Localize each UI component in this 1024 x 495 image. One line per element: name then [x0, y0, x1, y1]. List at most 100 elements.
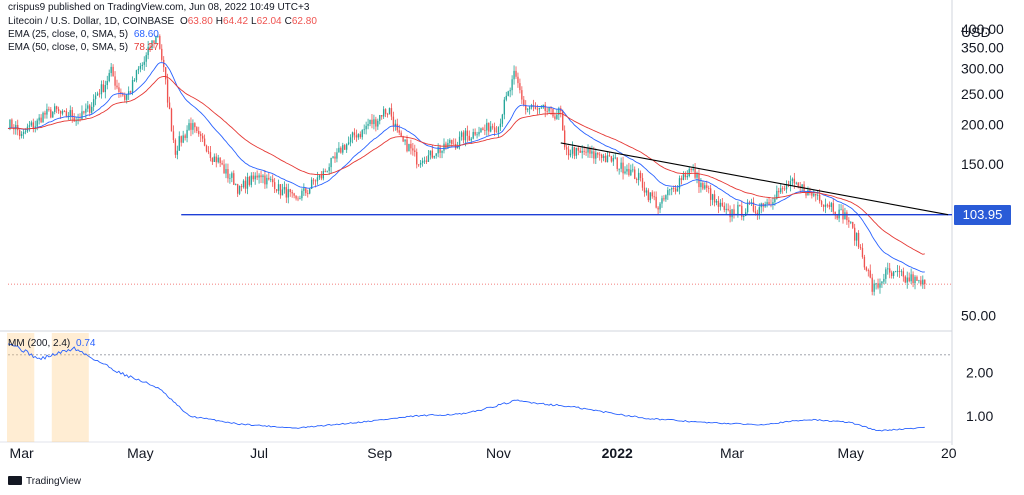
- candle-body[interactable]: [676, 188, 679, 192]
- candle-body[interactable]: [120, 91, 122, 94]
- candle-body[interactable]: [634, 169, 636, 179]
- candle-body[interactable]: [636, 178, 638, 181]
- candle-body[interactable]: [665, 195, 667, 200]
- candle-body[interactable]: [129, 91, 132, 93]
- candle-body[interactable]: [785, 184, 788, 190]
- candle-body[interactable]: [599, 154, 601, 156]
- candle-body[interactable]: [340, 147, 342, 153]
- candle-body[interactable]: [355, 135, 358, 138]
- candle-body[interactable]: [684, 174, 687, 178]
- candle-body[interactable]: [225, 169, 227, 174]
- candle-body[interactable]: [293, 193, 295, 196]
- candle-body[interactable]: [85, 108, 87, 113]
- candle-body[interactable]: [32, 122, 34, 129]
- mm-indicator-line[interactable]: [7, 343, 925, 432]
- candle-body[interactable]: [73, 117, 75, 122]
- candle-body[interactable]: [657, 207, 659, 210]
- candle-body[interactable]: [499, 123, 502, 128]
- candle-body[interactable]: [116, 85, 118, 88]
- candle-body[interactable]: [486, 122, 488, 131]
- candle-body[interactable]: [863, 256, 866, 268]
- candle-body[interactable]: [192, 123, 194, 130]
- candle-body[interactable]: [721, 202, 724, 206]
- candle-body[interactable]: [231, 173, 233, 178]
- candle-body[interactable]: [242, 180, 245, 188]
- candle-body[interactable]: [22, 131, 25, 134]
- candle-body[interactable]: [141, 64, 143, 66]
- candle-body[interactable]: [168, 102, 171, 109]
- candle-body[interactable]: [414, 150, 416, 152]
- candle-body[interactable]: [696, 173, 698, 178]
- candle-body[interactable]: [581, 150, 583, 153]
- candle-body[interactable]: [737, 204, 739, 214]
- candle-body[interactable]: [320, 175, 323, 179]
- candle-body[interactable]: [801, 184, 803, 188]
- candle-body[interactable]: [844, 212, 846, 220]
- candle-body[interactable]: [332, 156, 334, 158]
- candle-body[interactable]: [285, 187, 288, 198]
- candle-body[interactable]: [587, 148, 589, 153]
- candle-body[interactable]: [546, 110, 548, 112]
- candle-body[interactable]: [295, 195, 297, 199]
- candle-body[interactable]: [217, 157, 219, 163]
- candle-body[interactable]: [781, 188, 784, 190]
- candle-body[interactable]: [174, 140, 177, 155]
- candle-body[interactable]: [521, 90, 523, 100]
- candle-body[interactable]: [554, 116, 556, 119]
- candle-body[interactable]: [388, 108, 391, 115]
- candle-body[interactable]: [345, 144, 348, 150]
- candle-body[interactable]: [848, 220, 850, 223]
- candle-body[interactable]: [291, 192, 293, 194]
- candle-body[interactable]: [207, 151, 210, 153]
- candle-body[interactable]: [593, 151, 595, 159]
- candle-body[interactable]: [783, 188, 786, 190]
- indicator-pane[interactable]: [7, 333, 952, 442]
- candle-body[interactable]: [153, 40, 155, 43]
- candle-body[interactable]: [805, 192, 807, 196]
- candle-body[interactable]: [482, 128, 484, 131]
- candle-body[interactable]: [875, 283, 877, 285]
- candle-body[interactable]: [198, 130, 200, 135]
- candle-body[interactable]: [441, 150, 443, 153]
- candle-body[interactable]: [219, 157, 221, 164]
- candle-body[interactable]: [20, 133, 23, 137]
- candle-body[interactable]: [857, 232, 860, 248]
- candle-body[interactable]: [733, 209, 735, 215]
- candle-body[interactable]: [203, 138, 206, 146]
- candle-body[interactable]: [468, 135, 470, 141]
- candle-body[interactable]: [38, 117, 40, 121]
- candle-body[interactable]: [885, 269, 887, 279]
- candle-body[interactable]: [369, 119, 371, 124]
- candle-body[interactable]: [476, 134, 478, 136]
- candle-body[interactable]: [741, 205, 743, 217]
- candle-body[interactable]: [585, 151, 587, 153]
- candle-body[interactable]: [59, 111, 62, 114]
- candle-body[interactable]: [11, 119, 13, 128]
- candle-body[interactable]: [260, 175, 262, 178]
- candle-body[interactable]: [583, 150, 585, 152]
- candle-body[interactable]: [889, 268, 891, 273]
- candle-body[interactable]: [752, 202, 755, 212]
- candle-body[interactable]: [852, 221, 854, 228]
- candle-body[interactable]: [708, 187, 710, 189]
- candle-body[interactable]: [28, 125, 31, 127]
- candle-body[interactable]: [916, 276, 918, 281]
- candle-body[interactable]: [624, 171, 626, 174]
- candle-body[interactable]: [620, 162, 622, 169]
- candle-body[interactable]: [920, 280, 922, 285]
- candle-body[interactable]: [822, 204, 825, 207]
- candle-body[interactable]: [390, 108, 393, 117]
- candle-body[interactable]: [608, 155, 611, 157]
- candle-body[interactable]: [201, 135, 204, 139]
- candle-body[interactable]: [425, 160, 428, 162]
- price-pane[interactable]: [7, 31, 952, 296]
- candle-body[interactable]: [135, 70, 138, 81]
- candle-body[interactable]: [98, 93, 101, 95]
- candle-body[interactable]: [112, 66, 114, 77]
- candle-body[interactable]: [104, 85, 107, 93]
- candle-body[interactable]: [81, 111, 83, 120]
- candle-body[interactable]: [361, 130, 363, 138]
- candle-body[interactable]: [632, 169, 634, 171]
- candle-body[interactable]: [795, 182, 797, 184]
- candle-body[interactable]: [164, 67, 167, 80]
